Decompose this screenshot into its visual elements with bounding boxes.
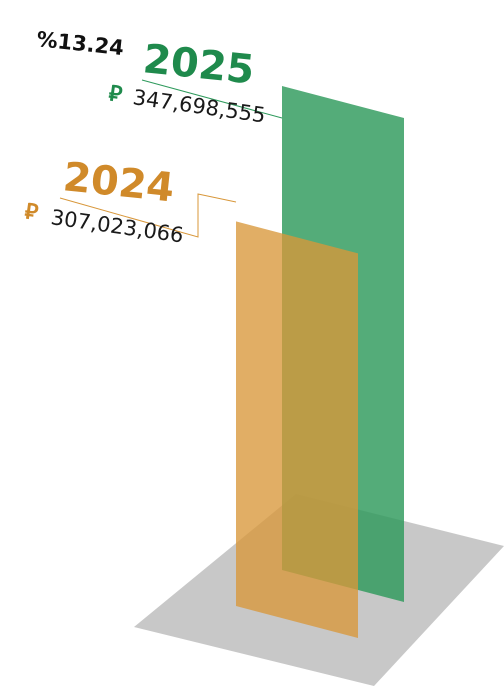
- category-label-2025: 2025: [141, 36, 257, 93]
- currency-icon-2025: ⃁: [107, 81, 123, 108]
- currency-icon-2024: ⃁: [23, 199, 39, 226]
- change-percent-label: %13.24: [35, 27, 124, 60]
- leader-line-2024: [59, 193, 237, 238]
- leader-line-2025: [141, 79, 283, 119]
- value-label-2024: 307,023,066: [49, 205, 185, 247]
- bar-2024: [236, 221, 358, 638]
